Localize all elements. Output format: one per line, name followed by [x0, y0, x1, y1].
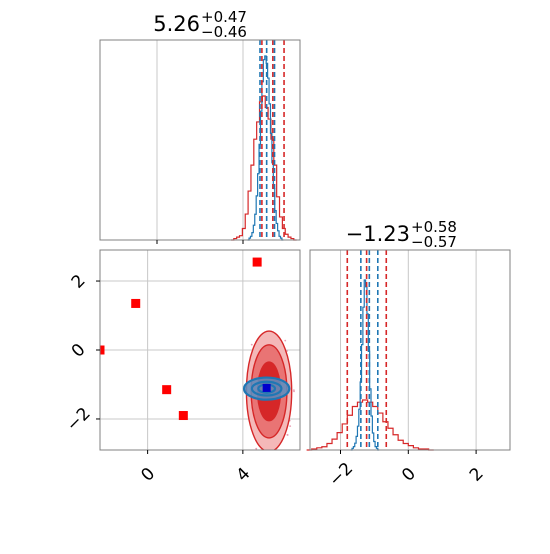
joint-red-marker [178, 411, 188, 421]
marginal-x-title-value: 5.26 [153, 12, 200, 36]
marginal-y-histogram-blue [350, 279, 380, 451]
joint-panel: 0 4 −2 0 2 [63, 249, 301, 486]
joint-tick-label-y: −2 [63, 404, 95, 436]
marginal-y-gridlines [340, 250, 477, 450]
marginal-x-histogram-blue [247, 55, 284, 241]
marginal-y-histogram-red [306, 399, 434, 451]
joint-tick-label-y: 2 [68, 271, 90, 293]
marginal-y-histograms [306, 279, 434, 451]
marginal-y-panel: −2 0 2 −1.23 +0.58 −0.57 [306, 218, 511, 491]
joint-sample-point [286, 434, 289, 436]
marginal-x-frame [99, 39, 301, 241]
joint-sample-point [284, 339, 287, 342]
marginal-y-title-lower: −0.57 [411, 233, 457, 251]
marginal-x-background [100, 40, 300, 240]
marginal-y-tick-label: 0 [398, 464, 420, 486]
joint-blue-contour [250, 380, 283, 397]
marginal-x-title-lower: −0.46 [201, 23, 247, 41]
joint-sample-point [250, 343, 253, 346]
marginal-y-frame [309, 249, 511, 451]
marginal-x-panel: 5.26 +0.47 −0.46 [99, 8, 301, 244]
joint-markers [100, 257, 271, 421]
marginal-y-tick-label: −2 [325, 459, 357, 491]
joint-tick-label-x: 0 [137, 464, 159, 486]
joint-red-marker [252, 257, 262, 267]
marginal-y-title-upper: +0.58 [411, 218, 457, 236]
joint-sample-point [292, 389, 295, 392]
joint-red-marker [131, 298, 141, 308]
joint-sample-point [255, 447, 258, 450]
marginal-y-ticks: −2 0 2 [325, 450, 488, 491]
joint-sample-point [289, 425, 292, 428]
marginal-x-quantile-lines [259, 40, 285, 240]
joint-red-marker [162, 385, 172, 395]
marginal-x-histograms [230, 55, 297, 241]
marginal-y-quantile-lines [346, 250, 388, 450]
joint-sample-point [275, 453, 277, 455]
marginal-y-title-value: −1.23 [346, 222, 410, 246]
joint-tick-label-y: 0 [68, 340, 90, 362]
joint-blue-marker [262, 383, 271, 392]
joint-sample-point [265, 455, 267, 457]
marginal-x-title-upper: +0.47 [201, 8, 247, 26]
marginal-y-background [310, 250, 510, 450]
joint-tick-label-x: 4 [233, 464, 255, 486]
marginal-y-tick-label: 2 [466, 464, 488, 486]
joint-red-marker [100, 345, 105, 355]
marginal-x-histogram-red [230, 95, 297, 241]
